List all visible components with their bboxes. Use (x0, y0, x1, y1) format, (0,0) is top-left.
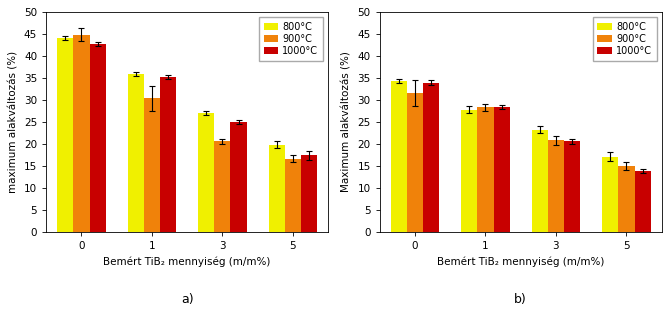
X-axis label: Bemért TiB₂ mennyiség (m/m%): Bemért TiB₂ mennyiség (m/m%) (103, 256, 271, 267)
Bar (461, 110, 478, 232)
Text: b): b) (515, 293, 527, 306)
Bar (269, 145, 285, 232)
Bar (564, 141, 580, 232)
Bar (602, 157, 618, 232)
Legend: 800°C, 900°C, 1000°C: 800°C, 900°C, 1000°C (259, 17, 323, 61)
Bar (494, 107, 510, 232)
Bar (285, 159, 301, 232)
Bar (423, 83, 440, 232)
Bar (230, 122, 247, 232)
Bar (127, 74, 144, 232)
Bar (90, 44, 106, 232)
Text: a): a) (181, 293, 194, 306)
Bar (198, 113, 214, 232)
Bar (391, 81, 407, 232)
Bar (57, 38, 73, 232)
Bar (214, 141, 230, 232)
Y-axis label: maximum alakváltozás (%): maximum alakváltozás (%) (8, 51, 18, 193)
Bar (144, 98, 160, 232)
Bar (73, 35, 90, 232)
Bar (478, 107, 494, 232)
Y-axis label: Maximum alakváltozás (%): Maximum alakváltozás (%) (342, 52, 352, 193)
Bar (301, 155, 317, 232)
X-axis label: Bemért TiB₂ mennyiség (m/m%): Bemért TiB₂ mennyiség (m/m%) (437, 256, 604, 267)
Bar (618, 166, 634, 232)
Bar (548, 141, 564, 232)
Bar (532, 130, 548, 232)
Bar (160, 77, 176, 232)
Bar (407, 93, 423, 232)
Legend: 800°C, 900°C, 1000°C: 800°C, 900°C, 1000°C (592, 17, 657, 61)
Bar (634, 171, 651, 232)
